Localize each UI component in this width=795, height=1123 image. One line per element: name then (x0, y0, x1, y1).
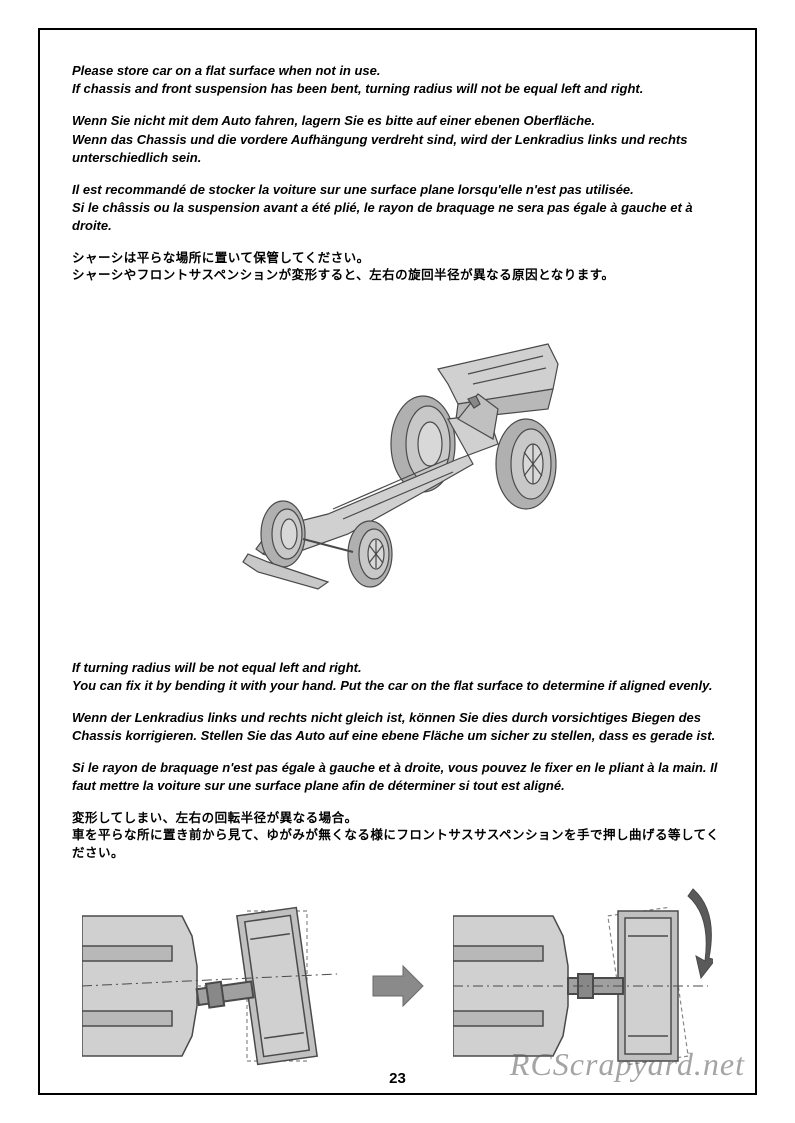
section1-japanese: シャーシは平らな場所に置いて保管してください。 シャーシやフロントサスペンション… (72, 250, 723, 285)
section2-german: Wenn der Lenkradius links und rechts nic… (72, 709, 723, 745)
page-border: Please store car on a flat surface when … (38, 28, 757, 1095)
car-illustration-svg (208, 324, 588, 604)
section1-french: Il est recommandé de stocker la voiture … (72, 181, 723, 236)
wheel-misaligned-diagram (82, 886, 342, 1086)
section2-english: If turning radius will be not equal left… (72, 659, 723, 695)
page-number: 23 (40, 1070, 755, 1087)
transition-arrow (368, 956, 428, 1016)
correction-arrow-icon (688, 889, 713, 978)
section1-english: Please store car on a flat surface when … (72, 62, 723, 98)
car-isometric-diagram (72, 299, 723, 629)
alignment-diagrams (72, 876, 723, 1096)
section1-german: Wenn Sie nicht mit dem Auto fahren, lage… (72, 112, 723, 167)
wheel-aligned-diagram (453, 886, 713, 1086)
section2-japanese: 変形してしまい、左右の回転半径が異なる場合。 車を平らな所に置き前から見て、ゆが… (72, 810, 723, 863)
section2-french: Si le rayon de braquage n'est pas égale … (72, 759, 723, 795)
